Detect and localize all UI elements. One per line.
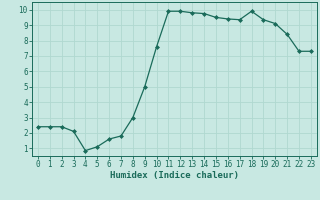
X-axis label: Humidex (Indice chaleur): Humidex (Indice chaleur) <box>110 171 239 180</box>
